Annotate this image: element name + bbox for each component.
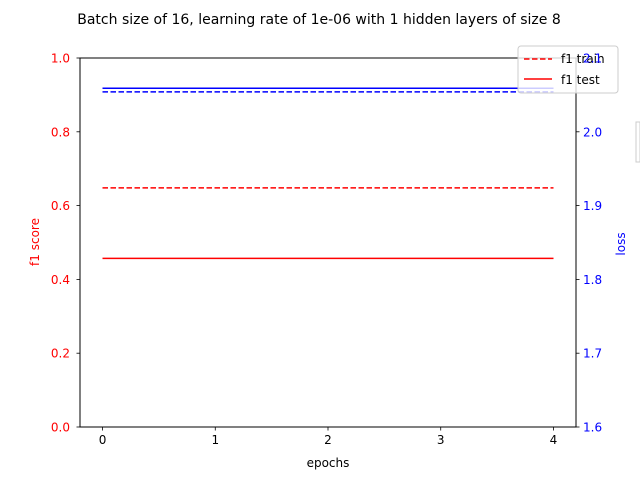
legend-label-f1-train: f1 train [561, 52, 605, 66]
left-y-tick-label: 0.4 [51, 273, 70, 287]
left-y-tick-label: 1.0 [51, 52, 70, 66]
edge-fragment [635, 121, 640, 163]
chart-title: Batch size of 16, learning rate of 1e-06… [77, 12, 560, 28]
right-y-tick-label: 1.9 [583, 199, 602, 213]
x-tick-label: 3 [437, 433, 445, 447]
left-y-tick-label: 0.0 [51, 421, 70, 435]
right-y-tick-label: 2.0 [583, 125, 602, 139]
legend-box [517, 45, 619, 94]
x-tick-label: 0 [99, 433, 107, 447]
legend-label-f1-test: f1 test [561, 73, 600, 87]
right-y-tick-label-top: 2.1 [583, 52, 602, 66]
plot-frame [79, 57, 577, 428]
right-y-tick-label: 1.7 [583, 347, 602, 361]
left-y-tick-label: 0.8 [51, 125, 70, 139]
right-y-axis-label: loss [614, 232, 628, 255]
left-y-tick-label: 0.6 [51, 199, 70, 213]
right-y-tick-label: 1.8 [583, 273, 602, 287]
x-tick-label: 1 [211, 433, 219, 447]
x-tick-label: 2 [324, 433, 332, 447]
x-tick-label: 4 [550, 433, 558, 447]
right-y-tick-label: 1.6 [583, 421, 602, 435]
left-y-tick-label: 0.2 [51, 347, 70, 361]
left-y-axis-label: f1 score [28, 218, 42, 266]
axes: 0 1 2 3 4 0.0 0.2 0.4 0.6 0.8 1.0 1.6 1.7 1.8 1.9 2.0 [51, 52, 602, 448]
x-axis-label: epochs [307, 456, 350, 470]
legend: f1 train f1 test [517, 45, 619, 94]
plot-area [102, 87, 554, 260]
